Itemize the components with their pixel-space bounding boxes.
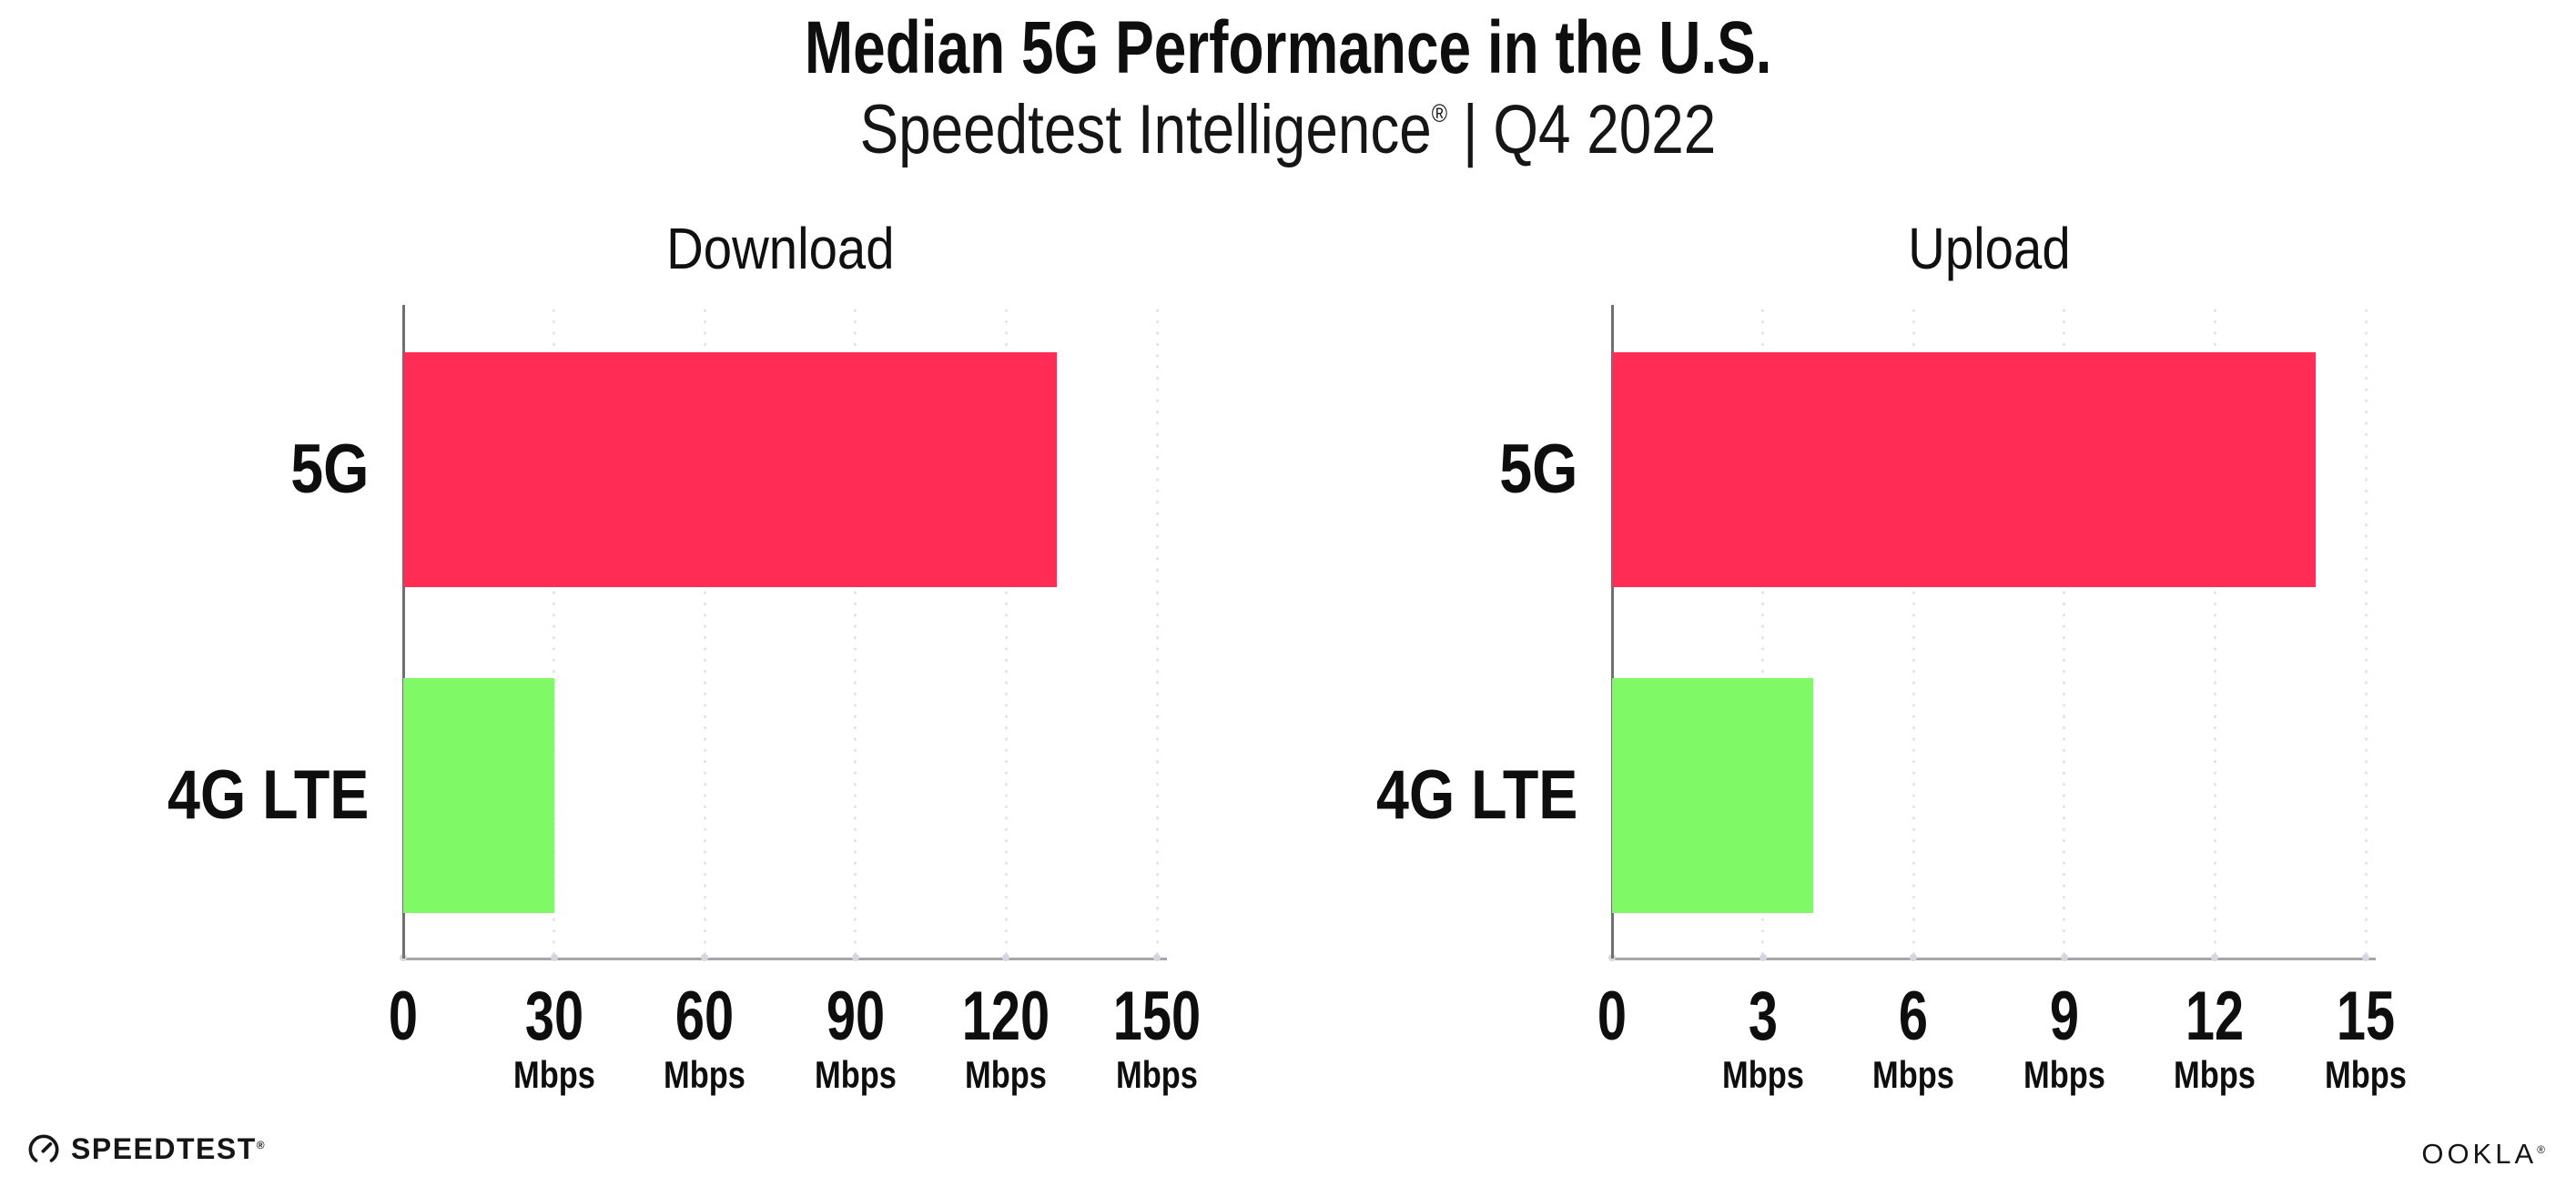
category-label-text: 4G LTE [167,756,369,834]
axis-tick-dot [1910,954,1918,961]
x-tick-unit: Mbps [2174,1053,2257,1096]
chart-title-text: Download [665,216,895,281]
x-tick-unit: Mbps [814,1053,897,1096]
ookla-registered-mark: ® [2537,1143,2545,1156]
axis-tick-dot [2211,954,2219,961]
x-tick-value: 120 [962,978,1050,1055]
y-axis-line [401,305,405,959]
ookla-wordmark: OOKLA [2421,1138,2538,1170]
x-axis-line [401,957,1167,960]
bar-5g [1612,352,2316,587]
category-label: 4G LTE [0,759,369,832]
registered-mark: ® [1431,99,1448,127]
axis-tick-dot [1153,954,1161,961]
x-tick-unit: Mbps [512,1053,595,1096]
category-label: 5G [0,433,369,506]
gridline [1761,305,1765,959]
gridline [703,305,706,959]
speedtest-wordmark: SPEEDTEST® [71,1132,265,1165]
y-axis-line [1610,305,1614,959]
plot-area-upload [1608,305,2376,961]
gridline [1155,305,1159,959]
x-tick-label: 12 Mbps [2115,981,2315,1096]
axis-tick-dot [1759,954,1767,961]
category-label: 4G LTE [1195,759,1577,832]
chart-title-download: Download [403,218,1157,279]
x-tick-value: 6 [1899,978,1929,1055]
speedtest-registered-mark: ® [256,1139,265,1151]
speedtest-logo: SPEEDTEST® [27,1132,265,1166]
x-tick-label: 120 Mbps [906,981,1106,1096]
x-tick-label: 0 [1512,981,1712,1052]
subtitle-period: Q4 2022 [1493,91,1717,168]
page-title-text: Median 5G Performance in the U.S. [804,6,1772,89]
gridline [1004,305,1008,959]
x-tick-value: 60 [675,978,735,1055]
bar-4g-lte [1612,678,1813,913]
x-tick-label: 9 Mbps [1964,981,2165,1096]
gridline [2213,305,2216,959]
x-tick-label: 15 Mbps [2266,981,2466,1096]
gridline [2364,305,2368,959]
x-tick-label: 0 [303,981,503,1052]
page-subtitle: Speedtest Intelligence® | Q4 2022 [0,89,2576,186]
x-tick-value: 0 [388,978,419,1055]
x-tick-value: 9 [2049,978,2079,1055]
axis-tick-dot [851,954,859,961]
gridline [1912,305,1915,959]
category-label-text: 4G LTE [1375,756,1577,834]
x-tick-unit: Mbps [664,1053,746,1096]
x-tick-value: 150 [1112,978,1202,1055]
x-tick-unit: Mbps [1872,1053,1955,1096]
x-tick-value: 30 [524,978,583,1055]
x-tick-unit: Mbps [965,1053,1048,1096]
x-tick-value: 90 [826,978,885,1055]
x-tick-label: 30 Mbps [454,981,654,1096]
page-title: Median 5G Performance in the U.S. [0,9,2576,87]
chart-title-upload: Upload [1612,218,2366,279]
axis-tick-dot [701,954,709,961]
gridline [553,305,556,959]
x-tick-unit: Mbps [2325,1053,2407,1096]
gridline [2063,305,2066,959]
x-tick-label: 60 Mbps [604,981,805,1096]
x-tick-value: 0 [1597,978,1628,1055]
category-label-text: 5G [1498,431,1577,508]
x-tick-label: 3 Mbps [1663,981,1863,1096]
bar-4g-lte [403,678,554,913]
axis-tick-dot [2060,954,2068,961]
x-tick-unit: Mbps [2023,1053,2105,1096]
chart-title-text: Upload [1907,216,2071,281]
x-tick-label: 90 Mbps [756,981,956,1096]
subtitle-brand: Speedtest Intelligence [859,91,1432,168]
x-tick-unit: Mbps [1116,1053,1198,1096]
x-tick-value: 12 [2186,978,2245,1055]
category-label: 5G [1195,433,1577,506]
category-label-text: 5G [289,431,369,508]
plot-area-download [400,305,1167,961]
bar-5g [403,352,1057,587]
axis-tick-dot [2362,954,2369,961]
ookla-logo: OOKLA® [2421,1138,2545,1171]
x-tick-label: 6 Mbps [1813,981,2013,1096]
speedtest-gauge-icon [27,1133,60,1166]
x-axis-line [1610,957,2376,960]
subtitle-separator: | [1463,91,1478,168]
axis-tick-dot [1002,954,1010,961]
x-tick-label: 150 Mbps [1057,981,1257,1096]
axis-tick-dot [550,954,558,961]
x-tick-unit: Mbps [1721,1053,1804,1096]
x-tick-value: 15 [2336,978,2396,1055]
gridline [854,305,857,959]
x-tick-value: 3 [1748,978,1778,1055]
